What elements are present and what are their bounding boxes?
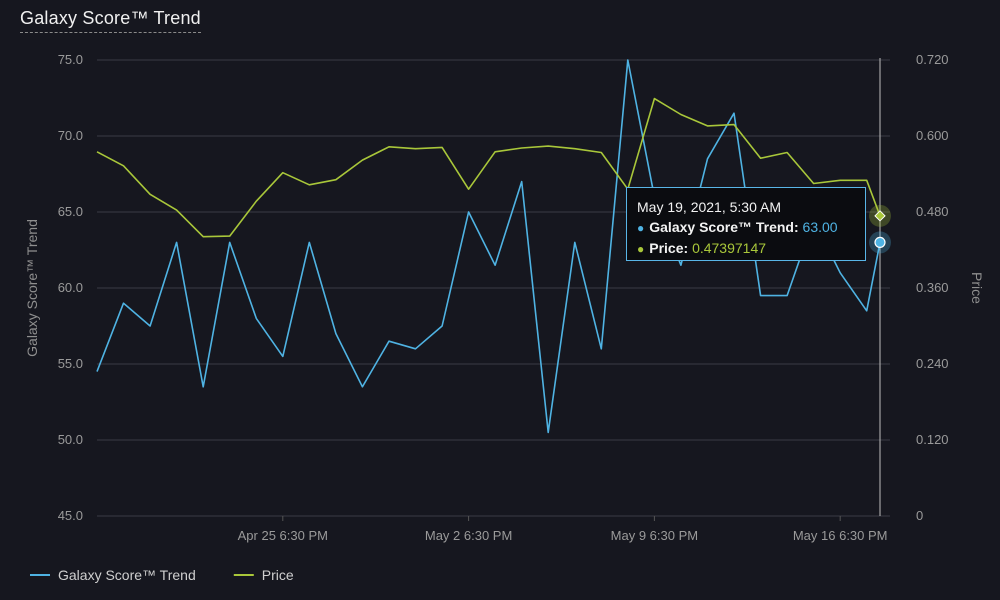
score-marker bbox=[874, 236, 886, 248]
x-tick-label: May 16 6:30 PM bbox=[793, 528, 888, 543]
tooltip-score-row: ● Galaxy Score™ Trend: 63.00 bbox=[637, 217, 855, 238]
tooltip-date: May 19, 2021, 5:30 AM bbox=[637, 199, 781, 215]
x-tick-label: Apr 25 6:30 PM bbox=[238, 528, 328, 543]
legend-item-label[interactable]: Galaxy Score™ Trend bbox=[58, 567, 196, 583]
y-left-tick-label: 50.0 bbox=[58, 432, 83, 447]
y-right-axis-title: Price bbox=[969, 272, 985, 304]
tooltip-price-value: 0.47397147 bbox=[692, 240, 767, 256]
price-marker bbox=[874, 210, 886, 222]
x-tick-label: May 2 6:30 PM bbox=[425, 528, 512, 543]
tooltip-price-label: Price: bbox=[649, 240, 689, 256]
score-dot-icon: ● bbox=[637, 221, 645, 235]
y-right-tick-label: 0.120 bbox=[916, 432, 949, 447]
y-left-tick-label: 75.0 bbox=[58, 52, 83, 67]
y-left-tick-label: 45.0 bbox=[58, 508, 83, 523]
y-right-tick-label: 0.600 bbox=[916, 128, 949, 143]
y-left-axis-title: Galaxy Score™ Trend bbox=[24, 219, 40, 357]
legend-item-label[interactable]: Price bbox=[262, 567, 294, 583]
tooltip-price-row: ● Price: 0.47397147 bbox=[637, 238, 855, 259]
y-right-tick-label: 0.720 bbox=[916, 52, 949, 67]
tooltip-score-label: Galaxy Score™ Trend: bbox=[649, 219, 799, 235]
chart-title: Galaxy Score™ Trend bbox=[20, 8, 201, 33]
y-left-tick-label: 65.0 bbox=[58, 204, 83, 219]
price-line bbox=[96, 97, 881, 238]
y-right-tick-label: 0.480 bbox=[916, 204, 949, 219]
galaxy-score-line bbox=[96, 59, 881, 434]
y-left-tick-label: 70.0 bbox=[58, 128, 83, 143]
y-right-tick-label: 0.360 bbox=[916, 280, 949, 295]
y-right-tick-label: 0.240 bbox=[916, 356, 949, 371]
x-tick-label: May 9 6:30 PM bbox=[611, 528, 698, 543]
price-dot-icon: ● bbox=[637, 242, 645, 256]
legend[interactable]: Galaxy Score™ Trend Price bbox=[30, 567, 294, 583]
y-left-tick-label: 60.0 bbox=[58, 280, 83, 295]
series-layer bbox=[96, 59, 881, 434]
tooltip-score-value: 63.00 bbox=[802, 219, 838, 235]
grid-layer bbox=[97, 58, 890, 517]
tooltip: May 19, 2021, 5:30 AM ● Galaxy Score™ Tre… bbox=[626, 187, 866, 261]
axis-layer: 45.0 50.0 55.0 60.0 65.0 70.0 75.0 0 0.120 0.240 0… bbox=[24, 52, 985, 543]
y-right-tick-label: 0 bbox=[916, 508, 923, 523]
y-left-tick-label: 55.0 bbox=[58, 356, 83, 371]
marker-layer bbox=[869, 204, 891, 254]
